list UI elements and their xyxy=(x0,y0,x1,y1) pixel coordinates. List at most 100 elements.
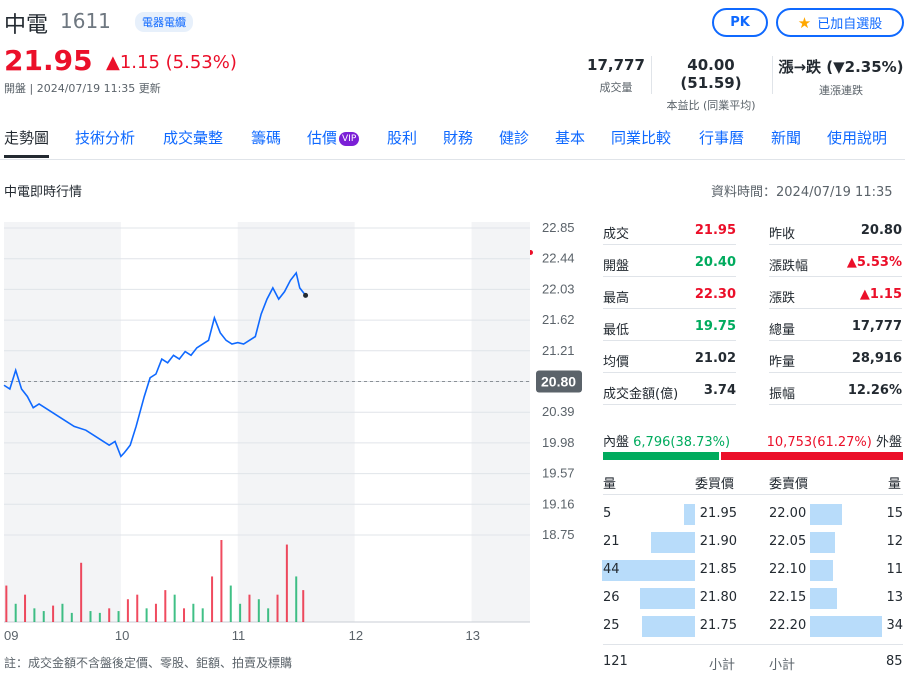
volume-bar xyxy=(33,608,36,622)
tab-technical[interactable]: 技術分析 xyxy=(75,129,136,147)
bid-price: 21.80 xyxy=(699,590,737,605)
quote-value: 20.80 xyxy=(860,223,902,238)
tab-chips[interactable]: 籌碼 xyxy=(251,129,282,147)
bid-qty-header: 量 xyxy=(603,477,617,492)
bid-row: 21 21.90 xyxy=(603,528,737,558)
ask-price: 22.05 xyxy=(769,534,807,549)
tab-trend[interactable]: 走勢圖 xyxy=(4,129,50,158)
quote-key: 最高 xyxy=(603,291,630,306)
intraday-chart[interactable]: 22.85 22.44 22.03 21.62 21.21 20.39 19.98 19.57… xyxy=(0,210,590,650)
y-tick-label: 21.21 xyxy=(542,343,575,358)
section-title: 中電即時行情 xyxy=(4,185,83,200)
stat-volume: 17,777 成交量 xyxy=(585,56,647,95)
volume-bar xyxy=(285,544,288,622)
ask-volume-bar xyxy=(810,560,833,581)
ask-price: 22.10 xyxy=(769,562,807,577)
volume-bar xyxy=(211,576,214,622)
quote-row-right: 漲跌幅 ▲5.53% xyxy=(769,245,902,277)
divider xyxy=(772,56,773,94)
bid-row: 44 21.85 xyxy=(602,556,737,586)
tab-basic[interactable]: 基本 xyxy=(555,129,586,147)
y-tick-label: 19.16 xyxy=(542,496,575,511)
y-tick-label: 22.44 xyxy=(542,251,575,266)
y-tick-label: 21.62 xyxy=(542,312,575,327)
volume-bar xyxy=(70,612,73,622)
ask-price: 22.15 xyxy=(769,590,807,605)
quote-row-left: 成交 21.95 xyxy=(603,213,736,245)
divider xyxy=(651,56,652,94)
quote-value: 20.40 xyxy=(694,255,736,270)
add-watchlist-label: 已加自選股 xyxy=(817,17,883,32)
inner-label: 內盤 xyxy=(603,435,630,450)
volume-bar xyxy=(229,585,232,622)
bid-total: 121 xyxy=(603,654,628,669)
tab-label: 估價 xyxy=(307,129,338,147)
quote-key: 成交 xyxy=(603,227,630,242)
ask-row: 22.05 12 xyxy=(769,528,903,558)
stat-streak: 漲→跌 (▼2.35%) 連漲連跌 xyxy=(776,56,906,98)
bid-price-header: 委買價 xyxy=(695,477,735,492)
quote-key: 開盤 xyxy=(603,259,630,274)
bid-row: 5 21.95 xyxy=(603,500,737,530)
stock-code: 1611 xyxy=(60,9,111,33)
quote-row-left: 開盤 20.40 xyxy=(603,245,736,277)
tab-financials[interactable]: 財務 xyxy=(443,129,474,147)
hour-band xyxy=(471,222,530,622)
sector-badge[interactable]: 電器電纜 xyxy=(135,12,193,32)
volume-bar xyxy=(302,590,305,622)
tab-help[interactable]: 使用說明 xyxy=(827,129,888,147)
quote-value: ▲1.15 xyxy=(859,287,902,302)
volume-bar xyxy=(5,585,8,622)
update-time: 開盤 | 2024/07/19 11:35 更新 xyxy=(4,82,161,95)
x-tick-label: 12 xyxy=(349,628,363,643)
bid-volume-bar xyxy=(642,616,695,637)
bid-qty: 21 xyxy=(603,534,620,549)
price-change: ▲1.15 (5.53%) xyxy=(106,52,237,73)
y-tick-label: 20.39 xyxy=(542,404,575,419)
quote-key: 均價 xyxy=(603,355,630,370)
ask-qty: 15 xyxy=(886,506,903,521)
ask-row: 22.20 34 xyxy=(769,612,903,642)
quote-value: 12.26% xyxy=(847,383,902,398)
outer-market: 10,753(61.27%) 外盤 xyxy=(767,431,902,450)
quote-value: 21.02 xyxy=(694,351,736,366)
add-watchlist-button[interactable]: ★ 已加自選股 xyxy=(776,8,904,37)
stock-name: 中電 xyxy=(4,13,49,38)
y-tick-label: 19.57 xyxy=(542,466,575,481)
y-tick-label: 22.85 xyxy=(542,220,575,235)
ask-volume-bar xyxy=(810,588,837,609)
tab-calendar[interactable]: 行事曆 xyxy=(699,129,745,147)
quote-key: 昨收 xyxy=(769,227,796,242)
pk-button[interactable]: PK xyxy=(712,8,768,37)
bid-qty: 25 xyxy=(603,618,620,633)
volume-bar xyxy=(136,594,139,622)
tab-dividend[interactable]: 股利 xyxy=(387,129,418,147)
ask-volume-bar xyxy=(810,616,882,637)
quote-key: 漲跌 xyxy=(769,291,796,306)
ask-subtotal-label: 小計 xyxy=(769,658,796,673)
tab-news[interactable]: 新聞 xyxy=(771,129,802,147)
volume-bar xyxy=(276,594,279,622)
inner-market: 內盤 6,796(38.73%) xyxy=(603,431,730,450)
y-tick-label: 19.98 xyxy=(542,435,575,450)
volume-bar xyxy=(24,594,27,622)
quote-row-right: 昨量 28,916 xyxy=(769,341,902,373)
volume-bar xyxy=(220,540,223,622)
volume-bar xyxy=(239,603,242,622)
tab-peers[interactable]: 同業比較 xyxy=(611,129,672,147)
volume-bar xyxy=(248,594,251,622)
volume-bar xyxy=(52,605,55,622)
bid-volume-bar xyxy=(640,588,695,609)
tab-trades[interactable]: 成交彙整 xyxy=(163,129,224,147)
divider xyxy=(603,494,903,495)
tab-diagnosis[interactable]: 健診 xyxy=(499,129,530,147)
tab-valuation[interactable]: 估價 VIP xyxy=(307,127,360,148)
quote-key: 成交金額(億) xyxy=(603,387,679,402)
outer-bar xyxy=(721,452,903,460)
volume-bar xyxy=(145,608,148,622)
x-tick-label: 10 xyxy=(115,628,129,643)
quote-value: ▲5.53% xyxy=(846,255,902,270)
quote-row-right: 總量 17,777 xyxy=(769,309,902,341)
ask-row: 22.10 11 xyxy=(769,556,903,586)
ask-price: 22.20 xyxy=(769,618,807,633)
